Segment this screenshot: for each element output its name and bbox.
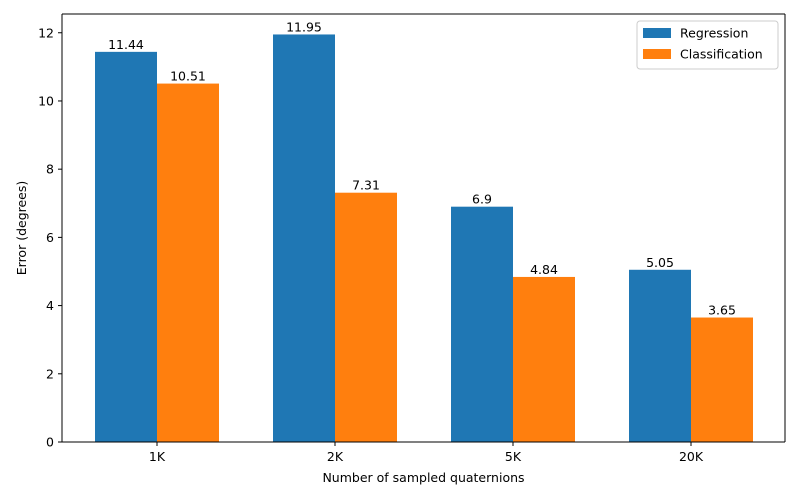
axes: 1K 2K 5K 20K 0 2 4 6 8 10 12 [38, 13, 786, 464]
value-label-classification-1k: 10.51 [170, 69, 206, 84]
x-axis-title: Number of sampled quaternions [322, 470, 524, 485]
bar-classification-2k [335, 192, 397, 442]
value-label-classification-20k: 3.65 [708, 303, 736, 318]
bar-classification-20k [691, 317, 753, 442]
legend-swatch-classification [643, 49, 671, 59]
value-label-regression-2k: 11.95 [286, 19, 322, 34]
y-tick-label-0: 0 [46, 435, 54, 450]
legend-label-classification: Classification [680, 47, 763, 62]
y-tick-label-2: 2 [46, 366, 54, 381]
x-tick-label-20k: 20K [679, 449, 704, 464]
y-tick-label-8: 8 [46, 162, 54, 177]
value-label-regression-1k: 11.44 [108, 37, 144, 52]
bar-regression-2k [273, 34, 335, 442]
value-label-regression-20k: 5.05 [646, 255, 674, 270]
value-label-classification-5k: 4.84 [530, 262, 558, 277]
legend-box [636, 20, 779, 70]
plot-area: 11.44 10.51 11.95 7.31 6.9 4.84 5.05 3.65 [95, 19, 753, 442]
legend-label-regression: Regression [680, 26, 748, 41]
x-tick-label-2k: 2K [327, 449, 344, 464]
bar-regression-5k [451, 206, 513, 442]
y-tick-label-4: 4 [46, 298, 54, 313]
legend-swatch-regression [643, 28, 671, 38]
y-axis-title: Error (degrees) [14, 181, 29, 276]
y-tick-label-10: 10 [38, 93, 54, 108]
y-tick-label-6: 6 [46, 230, 54, 245]
value-label-regression-5k: 6.9 [472, 192, 492, 207]
value-label-classification-2k: 7.31 [352, 178, 380, 193]
x-tick-label-5k: 5K [505, 449, 522, 464]
bar-regression-1k [95, 51, 157, 442]
x-tick-label-1k: 1K [149, 449, 166, 464]
bar-regression-20k [629, 269, 691, 442]
legend: Regression Classification [636, 20, 779, 70]
bar-classification-1k [157, 83, 219, 442]
y-tick-label-12: 12 [38, 25, 54, 40]
bar-classification-5k [513, 276, 575, 442]
